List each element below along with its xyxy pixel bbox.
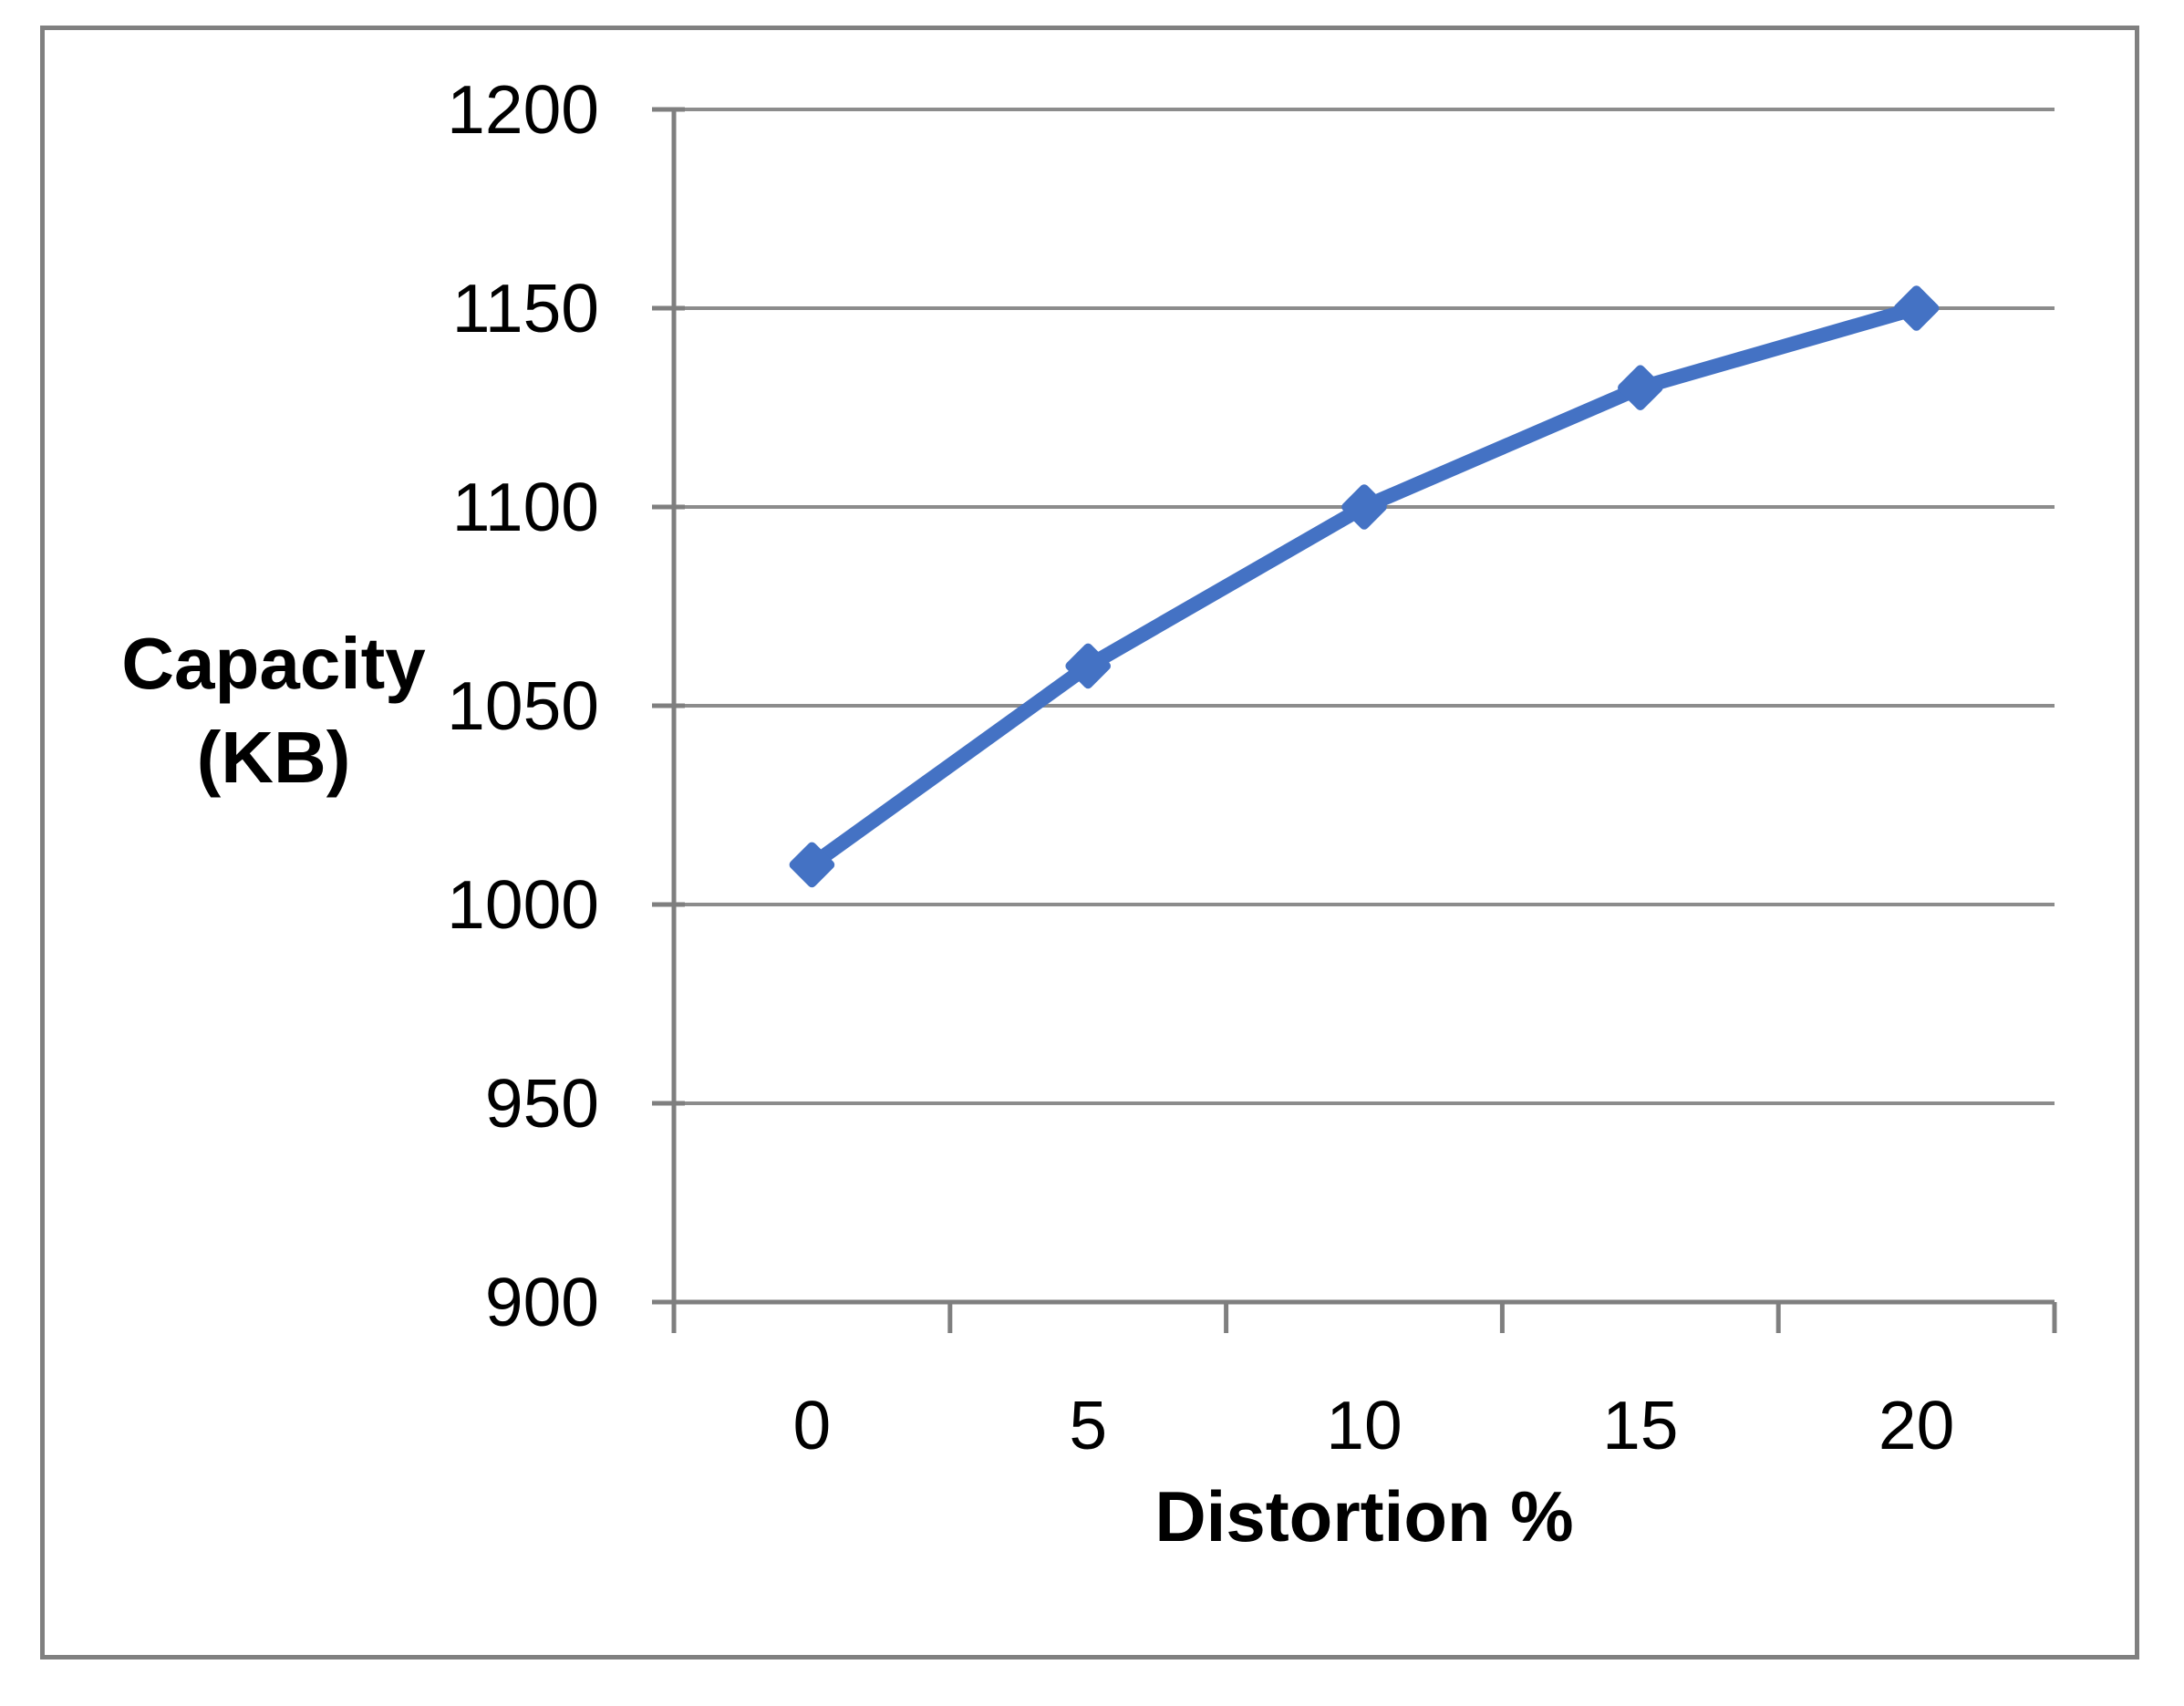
y-axis-title: Capacity (KB) xyxy=(91,616,456,804)
data-point-marker xyxy=(1065,643,1111,689)
x-axis-tick-label: 20 xyxy=(1879,1387,1954,1463)
x-axis-tick-label: 0 xyxy=(793,1387,832,1463)
data-series-line xyxy=(804,301,1924,873)
x-axis-tick-label: 10 xyxy=(1326,1387,1402,1463)
chart-outer-border xyxy=(40,26,2139,1659)
y-axis-tick-label: 1050 xyxy=(447,667,599,744)
y-axis-tick-label: 1100 xyxy=(452,469,599,545)
y-axis-tick-label: 1000 xyxy=(447,866,599,943)
data-point-marker xyxy=(1618,365,1663,410)
x-axis-title: Distortion % xyxy=(1154,1476,1574,1556)
y-axis-tick-label: 950 xyxy=(485,1065,599,1142)
y-axis-tick-label: 1200 xyxy=(447,71,599,148)
y-axis-title-line2: (KB) xyxy=(196,717,351,798)
data-point-marker xyxy=(789,842,835,888)
y-axis-tick-label: 1150 xyxy=(452,270,599,346)
data-point-marker xyxy=(1341,484,1387,530)
data-point-marker xyxy=(1893,285,1940,331)
x-axis-tick-label: 15 xyxy=(1602,1387,1678,1463)
y-axis-tick-label: 900 xyxy=(485,1264,599,1340)
x-axis-tick-label: 5 xyxy=(1069,1387,1107,1463)
y-axis-title-line1: Capacity xyxy=(121,623,426,704)
